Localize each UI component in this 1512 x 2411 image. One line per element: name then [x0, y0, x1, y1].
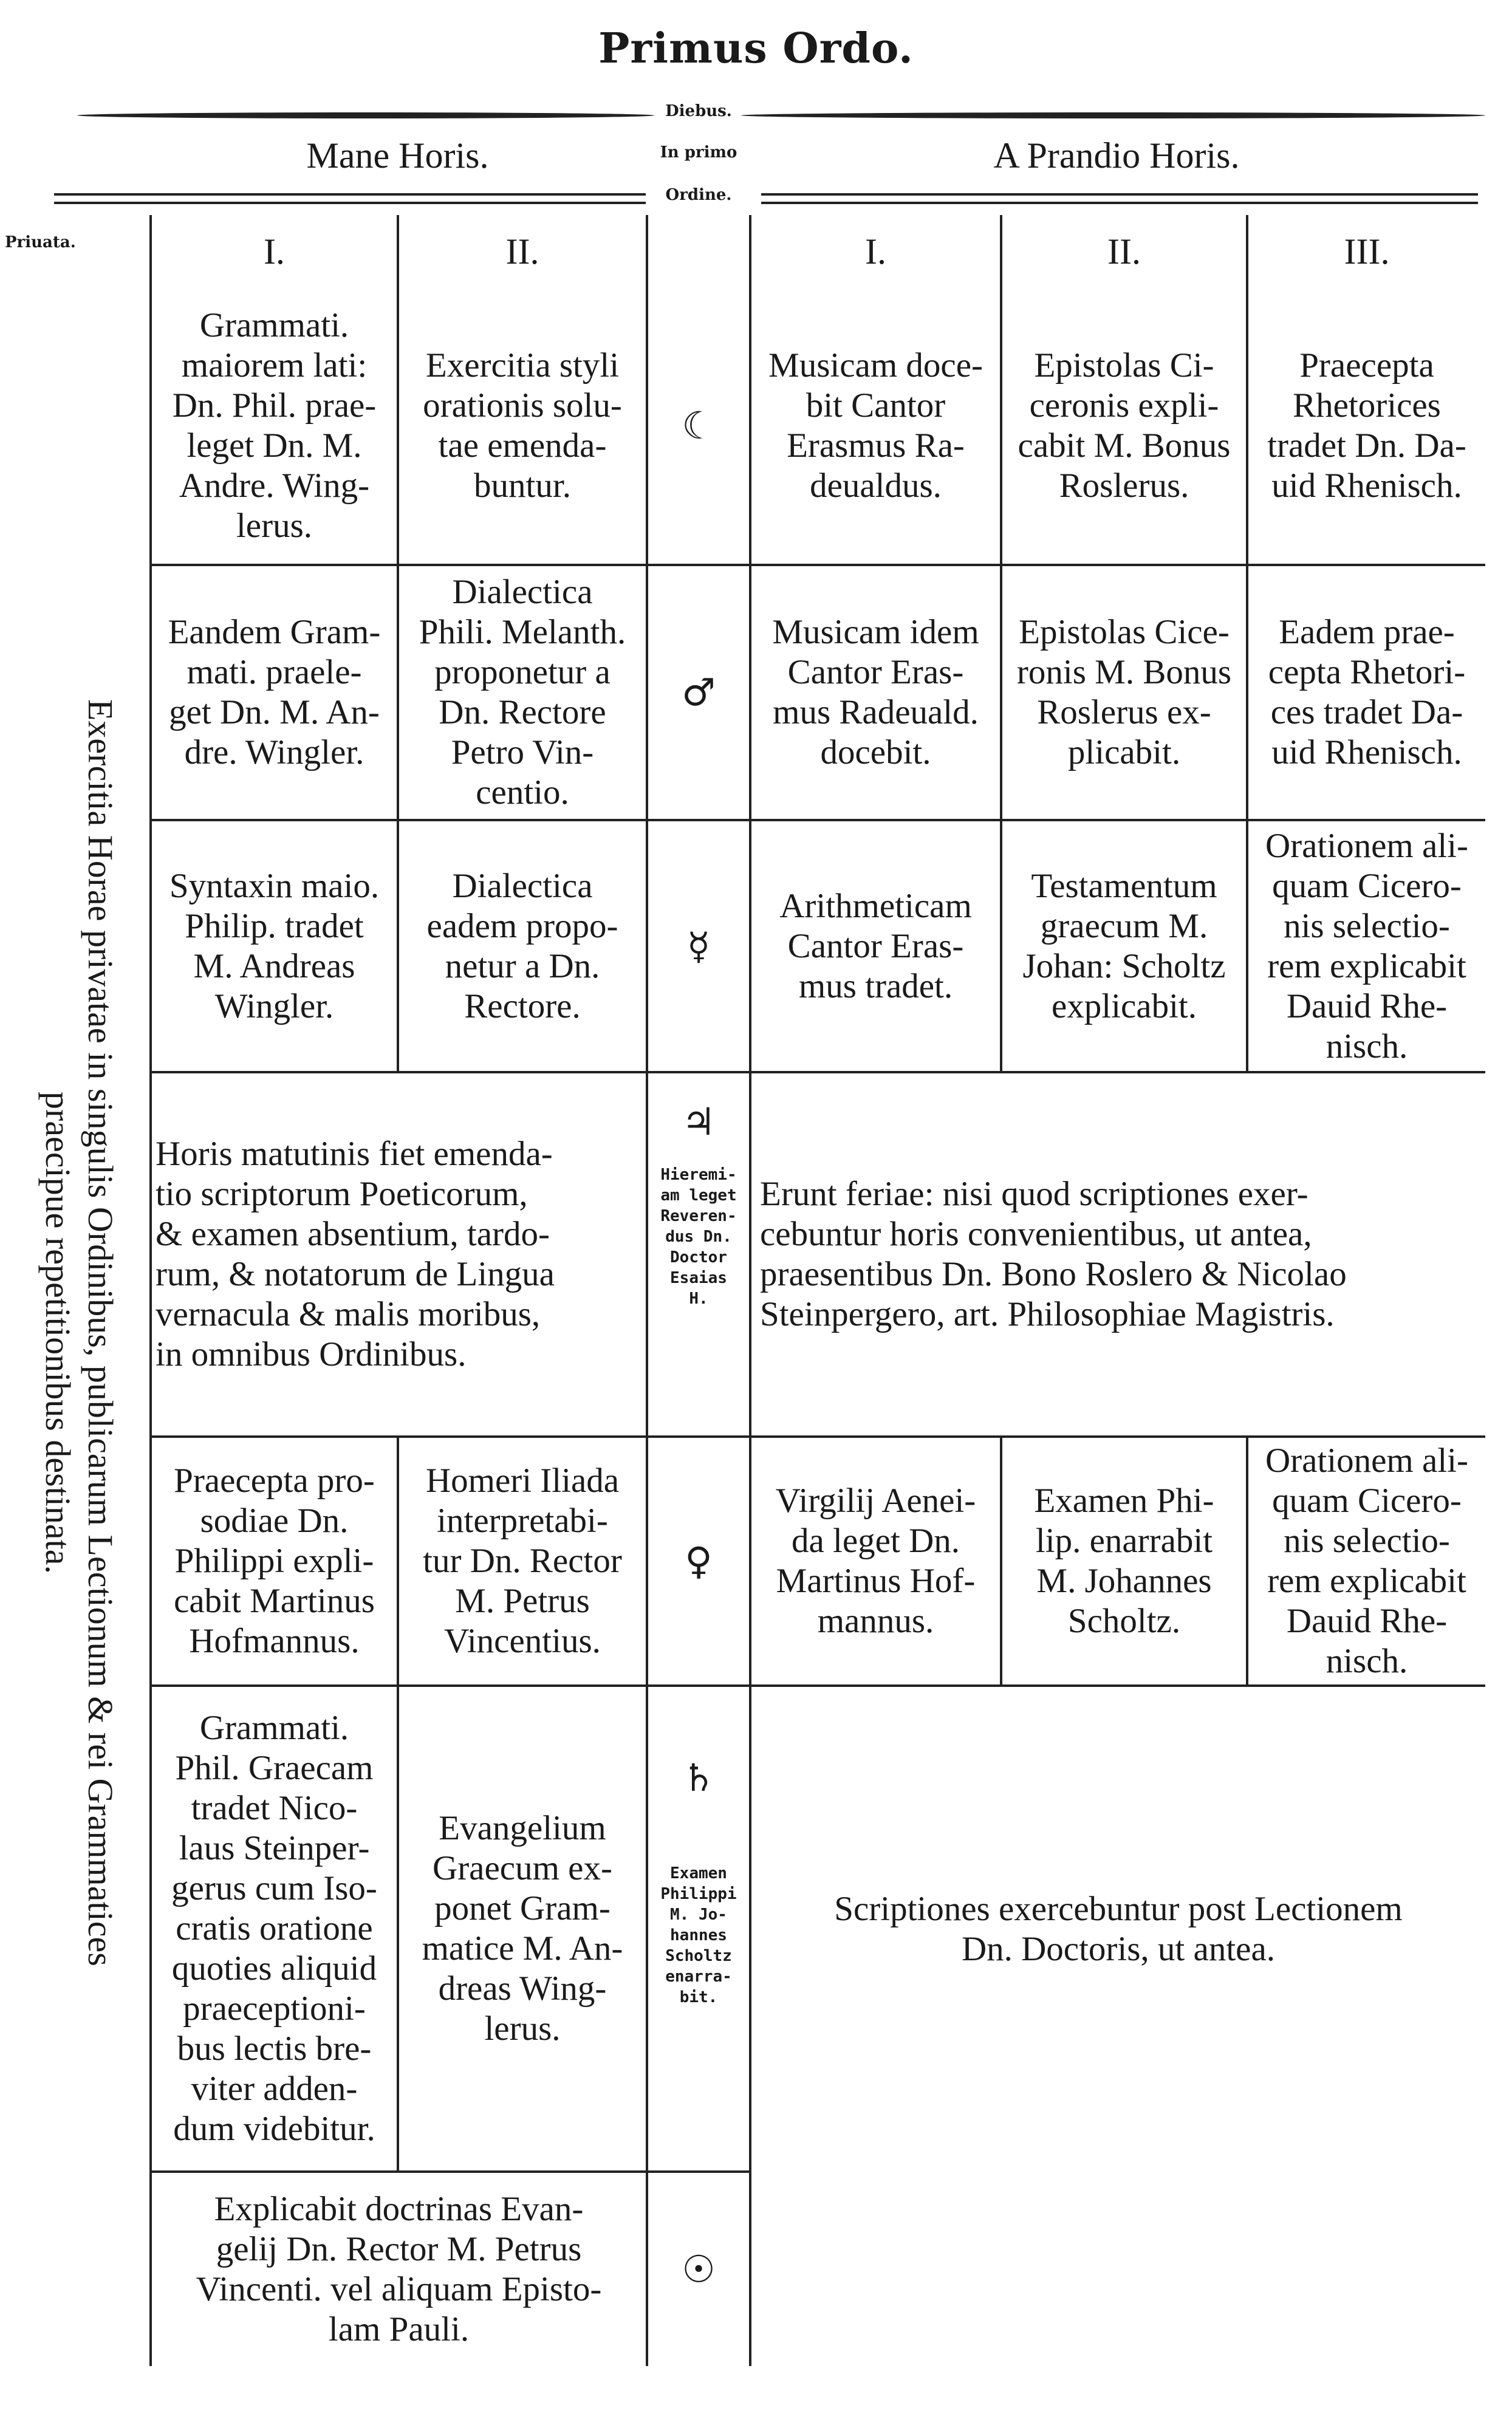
ornamental-rule-right [741, 112, 1485, 118]
cell: Epistolas Ci- ceronis expli- cabit M. Bo… [1000, 288, 1247, 565]
cell: Musicam doce- bit Cantor Erasmus Ra- deu… [749, 288, 1001, 565]
cell: Horis matutinis fiet emenda- tio scripto… [149, 1071, 647, 1437]
row-friday: Praecepta pro- sodiae Dn. Philippi expli… [149, 1435, 1485, 1686]
day-cell: ☿ [646, 819, 750, 1072]
cell: Musicam idem Cantor Eras- mus Radeuald. … [749, 564, 1001, 820]
row-thursday: Horis matutinis fiet emenda- tio scripto… [149, 1071, 1485, 1437]
mercury-icon: ☿ [686, 923, 711, 968]
day-cell: ♃ Hieremi- am leget Reveren- dus Dn. Doct… [646, 1071, 750, 1437]
cell: Grammati. Phil. Graecam tradet Nico- lau… [149, 1684, 398, 2172]
row-tuesday: Eandem Gram- mati. praele- get Dn. M. An… [149, 564, 1485, 820]
ornamental-rule-left [77, 112, 654, 118]
cell: Testamentum graecum M. Johan: Scholtz ex… [1000, 819, 1247, 1072]
day-column-header [646, 215, 750, 288]
numeral-mane-1: I. [149, 215, 398, 288]
cell: Erunt feriae: nisi quod scriptiones exer… [749, 1071, 1485, 1437]
side-note-vertical: Exercitia Horae privatae in singulis Ord… [38, 699, 120, 1966]
cell: Virgilij Aenei- da leget Dn. Martinus Ho… [749, 1435, 1001, 1686]
cell: Homeri Iliada interpretabi- tur Dn. Rect… [397, 1435, 647, 1686]
ordine-label: Ordine. [665, 186, 732, 204]
venus-icon: ♀ [685, 1539, 713, 1583]
row-sunday: Explicabit doctrinas Evan- gelij Dn. Rec… [149, 2170, 1485, 2366]
moon-icon: ☾ [682, 403, 716, 448]
cell: Grammati. maiorem lati: Dn. Phil. prae- … [149, 288, 398, 565]
cell: Examen Phi- lip. enarrabit M. Johannes S… [1000, 1435, 1247, 1686]
day-note: Examen Philippi M. Jo- hannes Scholtz en… [660, 1864, 737, 2006]
day-note: Hieremi- am leget Reveren- dus Dn. Docto… [660, 1166, 737, 1308]
day-cell: ☉ [646, 2170, 750, 2366]
cell: Evangelium Graecum ex- ponet Gram- matic… [397, 1684, 647, 2172]
cell: Syntaxin maio. Philip. tradet M. Andreas… [149, 819, 398, 1072]
saturn-icon: ♄ [682, 1756, 716, 1800]
double-rule-right-top [761, 193, 1478, 196]
cell: Exercitia styli orationis solu- tae emen… [397, 288, 647, 565]
double-rule-right-bottom [761, 202, 1478, 204]
day-cell: ♂ [646, 564, 750, 820]
cell: Scriptiones exercebuntur post Lectionem … [749, 1684, 1485, 2172]
a-prandio-horis-heading: A Prandio Horis. [993, 135, 1240, 176]
row-saturday: Grammati. Phil. Graecam tradet Nico- lau… [149, 1684, 1485, 2172]
jupiter-icon: ♃ [682, 1099, 716, 1144]
cell: Eandem Gram- mati. praele- get Dn. M. An… [149, 564, 398, 820]
row-wednesday: Syntaxin maio. Philip. tradet M. Andreas… [149, 819, 1485, 1072]
numeral-prandio-3: III. [1246, 215, 1485, 288]
priuata-label: Priuata. [5, 233, 76, 251]
cell: Epistolas Cice- ronis M. Bonus Roslerus … [1000, 564, 1247, 820]
double-rule-left-bottom [54, 202, 646, 204]
timetable: I. II. I. II. III. Grammati. maiorem lat… [149, 215, 1485, 2366]
cell: Explicabit doctrinas Evan- gelij Dn. Rec… [149, 2170, 647, 2366]
cell: Orationem ali- quam Cicero- nis selectio… [1246, 1435, 1485, 1686]
double-rule-left-top [54, 193, 646, 196]
cell: Dialectica eadem propo- netur a Dn. Rect… [397, 819, 647, 1072]
day-cell: ☾ [646, 288, 750, 565]
cell: Dialectica Phili. Melanth. proponetur a … [397, 564, 647, 820]
cell: Praecepta Rhetorices tradet Dn. Da- uid … [1246, 288, 1485, 565]
in-primo-label: In primo [660, 143, 737, 162]
row-monday: Grammati. maiorem lati: Dn. Phil. prae- … [149, 288, 1485, 565]
numeral-prandio-2: II. [1000, 215, 1247, 288]
diebus-label: Diebus. [665, 102, 732, 120]
sun-icon: ☉ [682, 2247, 716, 2291]
day-cell: ♀ [646, 1435, 750, 1686]
numeral-prandio-1: I. [749, 215, 1001, 288]
cell: Praecepta pro- sodiae Dn. Philippi expli… [149, 1435, 398, 1686]
page-title: Primus Ordo. [598, 24, 914, 73]
numeral-row: I. II. I. II. III. [149, 215, 1485, 288]
cell: Arithmeticam Cantor Eras- mus tradet. [749, 819, 1001, 1072]
empty-cell [749, 2172, 1485, 2366]
day-cell: ♄ Examen Philippi M. Jo- hannes Scholtz e… [646, 1684, 750, 2172]
cell: Eadem prae- cepta Rhetori- ces tradet Da… [1246, 564, 1485, 820]
cell: Orationem ali- quam Cicero- nis selectio… [1246, 819, 1485, 1072]
mars-icon: ♂ [682, 670, 716, 714]
mane-horis-heading: Mane Horis. [306, 135, 489, 176]
numeral-mane-2: II. [397, 215, 647, 288]
